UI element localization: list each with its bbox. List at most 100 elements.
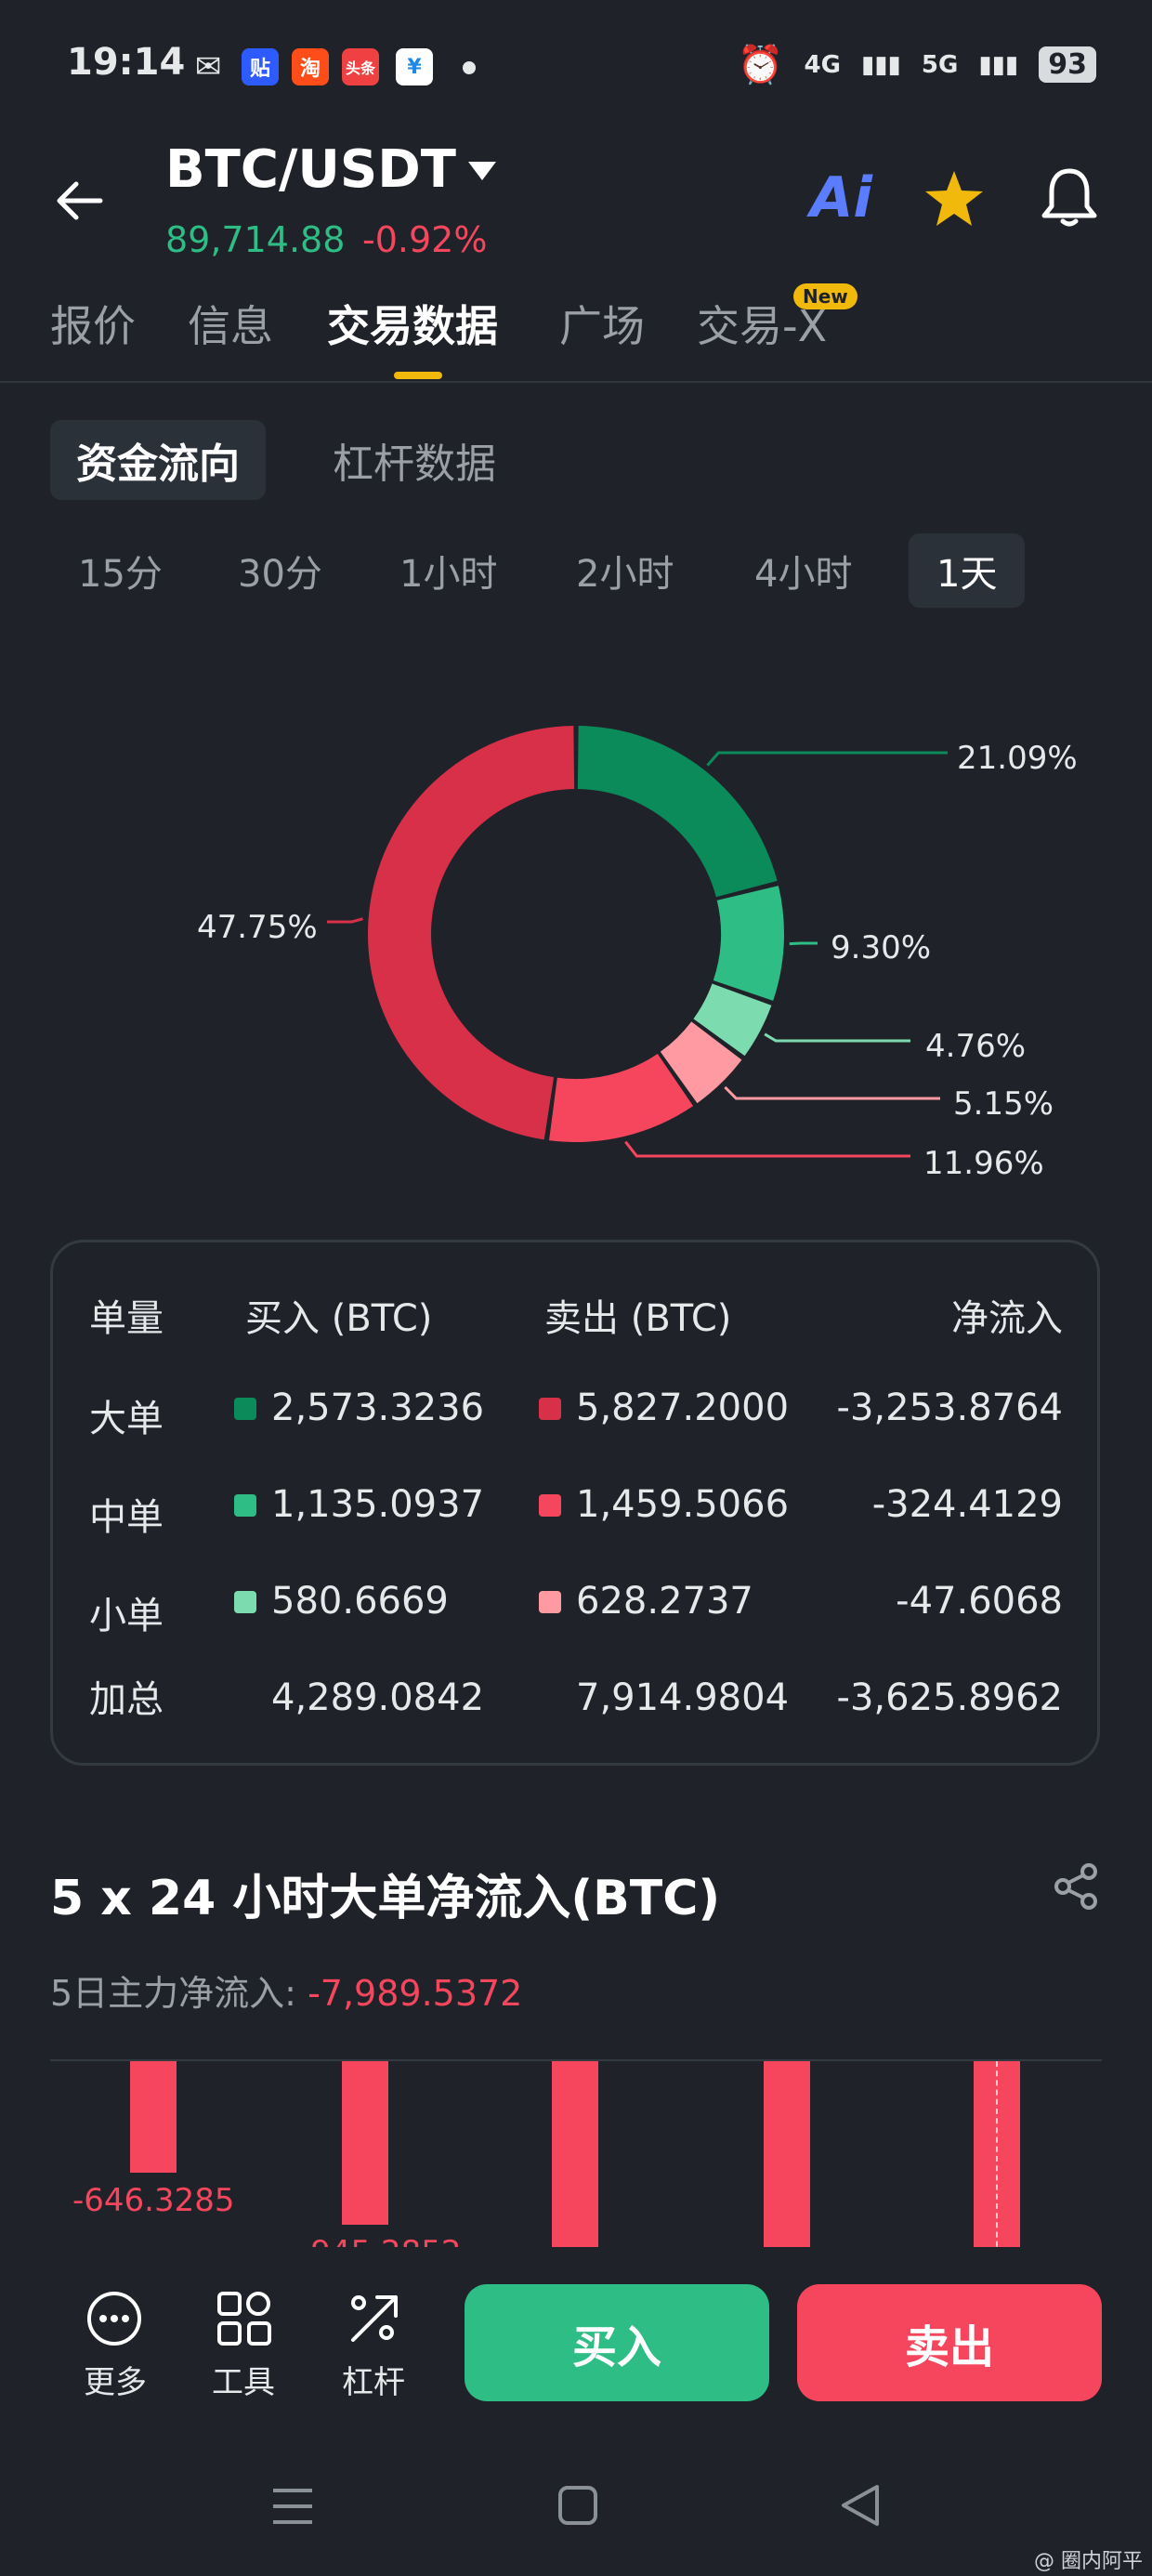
- alarm-icon: ⏰: [737, 44, 784, 86]
- ai-icon[interactable]: Ai: [810, 165, 873, 230]
- net-inflow-bar: [552, 2061, 598, 2256]
- active-tab-indicator: [394, 372, 442, 379]
- bell-icon[interactable]: [1041, 165, 1098, 229]
- net-inflow-bar: [764, 2061, 810, 2256]
- header-net-inflow: 净流入: [951, 1297, 1063, 1340]
- leverage-label[interactable]: 杠杆: [342, 2364, 405, 2401]
- tab-quote[interactable]: 报价: [50, 301, 136, 351]
- donut-leader-line: [624, 1140, 910, 1158]
- status-time: 19:14: [67, 41, 186, 84]
- row-label-total: 加总: [89, 1678, 164, 1721]
- donut-slice: [549, 1053, 694, 1142]
- last-price: 89,714.88: [165, 219, 346, 260]
- more-icon[interactable]: [85, 2290, 143, 2347]
- interval-4h[interactable]: 4小时: [754, 553, 853, 596]
- cell-net: -3,253.8764: [836, 1387, 1063, 1429]
- legend-swatch: [234, 1494, 256, 1517]
- home-nav-icon[interactable]: [557, 2485, 598, 2526]
- signal-icon: ▮▮▮: [860, 50, 901, 79]
- notification-dot: [463, 61, 476, 74]
- donut-leader-line: [327, 917, 363, 924]
- cell-sell: 5,827.2000: [576, 1387, 790, 1429]
- menu-nav-icon[interactable]: [271, 2487, 314, 2526]
- dropdown-caret-icon[interactable]: [466, 160, 498, 182]
- sell-button[interactable]: 卖出: [797, 2284, 1102, 2401]
- tab-trading-data[interactable]: 交易数据: [327, 301, 498, 351]
- pie-label: 21.09%: [957, 740, 1078, 777]
- interval-15m[interactable]: 15分: [78, 553, 163, 596]
- tab-trade-x[interactable]: 交易-X: [697, 301, 828, 351]
- leverage-icon[interactable]: [346, 2290, 403, 2347]
- donut-slice: [693, 983, 772, 1057]
- header-sell: 卖出 (BTC): [544, 1297, 732, 1340]
- subtab-leverage-data[interactable]: 杠杆数据: [333, 440, 496, 488]
- legend-swatch: [539, 1398, 561, 1420]
- share-icon[interactable]: [1052, 1862, 1100, 1911]
- network-5g-label: 5G: [921, 50, 959, 79]
- cell-buy: 1,135.0937: [271, 1483, 485, 1526]
- header-buy: 买入 (BTC): [245, 1297, 433, 1340]
- cell-buy: 2,573.3236: [271, 1387, 485, 1429]
- more-label[interactable]: 更多: [84, 2364, 147, 2401]
- watermark: @ 圈内阿平: [1034, 2550, 1143, 2573]
- tools-label[interactable]: 工具: [212, 2364, 275, 2401]
- header-order-size: 单量: [89, 1297, 164, 1340]
- price-change: -0.92%: [362, 219, 488, 260]
- donut-slice: [368, 726, 575, 1140]
- row-label-large: 大单: [89, 1398, 164, 1440]
- subtab-capital-flow[interactable]: 资金流向: [50, 420, 266, 500]
- tab-info[interactable]: 信息: [188, 301, 273, 351]
- back-arrow-icon[interactable]: [54, 178, 106, 223]
- interval-2h[interactable]: 2小时: [576, 553, 674, 596]
- app-icon: ¥: [396, 48, 433, 85]
- status-indicators: ⏰ 4G ▮▮▮ 5G ▮▮▮ 93: [738, 43, 1096, 86]
- cell-net: -324.4129: [871, 1483, 1063, 1526]
- tab-square[interactable]: 广场: [559, 301, 645, 351]
- cell-net: -3,625.8962: [836, 1676, 1063, 1719]
- legend-swatch: [234, 1398, 256, 1420]
- net-inflow-bar: [342, 2061, 388, 2225]
- pair-title[interactable]: BTC/USDT: [165, 139, 456, 200]
- cell-sell: 628.2737: [576, 1580, 753, 1623]
- tools-icon[interactable]: [216, 2290, 273, 2347]
- network-4g-label: 4G: [804, 50, 841, 79]
- interval-1d[interactable]: 1天: [909, 533, 1026, 608]
- cell-sell: 1,459.5066: [576, 1483, 790, 1526]
- favorite-star-icon[interactable]: [923, 169, 985, 229]
- bar-label: -646.3285: [72, 2182, 235, 2219]
- interval-30m[interactable]: 30分: [238, 553, 322, 596]
- battery-indicator: 93: [1039, 46, 1096, 83]
- legend-swatch: [234, 1591, 256, 1613]
- legend-swatch: [539, 1494, 561, 1517]
- crosshair-line: [996, 2061, 998, 2256]
- wechat-icon: ✉: [190, 48, 227, 85]
- net-inflow-title: 5 x 24 小时大单净流入(BTC): [50, 1871, 721, 1926]
- capital-flow-table: [50, 1240, 1100, 1766]
- chart-baseline: [50, 2059, 1102, 2061]
- donut-leader-line: [789, 941, 818, 946]
- signal-icon: ▮▮▮: [978, 50, 1019, 79]
- donut-leader-line: [764, 1032, 910, 1043]
- taobao-icon: 淘: [292, 48, 329, 85]
- pie-label: 11.96%: [923, 1145, 1044, 1182]
- donut-leader-line: [724, 1085, 940, 1100]
- row-label-small: 小单: [89, 1595, 164, 1637]
- pie-label: 47.75%: [197, 909, 318, 946]
- capital-flow-donut: [327, 726, 948, 1158]
- donut-slice: [660, 1021, 742, 1104]
- cell-net: -47.6068: [896, 1580, 1063, 1623]
- legend-swatch: [539, 1591, 561, 1613]
- buy-button[interactable]: 买入: [465, 2284, 769, 2401]
- donut-slice: [713, 886, 784, 1001]
- row-label-medium: 中单: [89, 1496, 164, 1539]
- donut-slice: [577, 726, 778, 898]
- tab-divider: [0, 381, 1152, 383]
- net-inflow-subtitle-label: 5日主力净流入:: [50, 1973, 296, 2014]
- interval-1h[interactable]: 1小时: [399, 553, 498, 596]
- toutiao-icon: 头条: [342, 48, 379, 85]
- net-inflow-bar: [130, 2061, 177, 2173]
- net-inflow-subtitle: 5日主力净流入: -7,989.5372: [50, 1965, 522, 2016]
- cell-buy: 4,289.0842: [271, 1676, 485, 1719]
- back-nav-icon[interactable]: [840, 2483, 881, 2528]
- pie-label: 9.30%: [831, 929, 932, 966]
